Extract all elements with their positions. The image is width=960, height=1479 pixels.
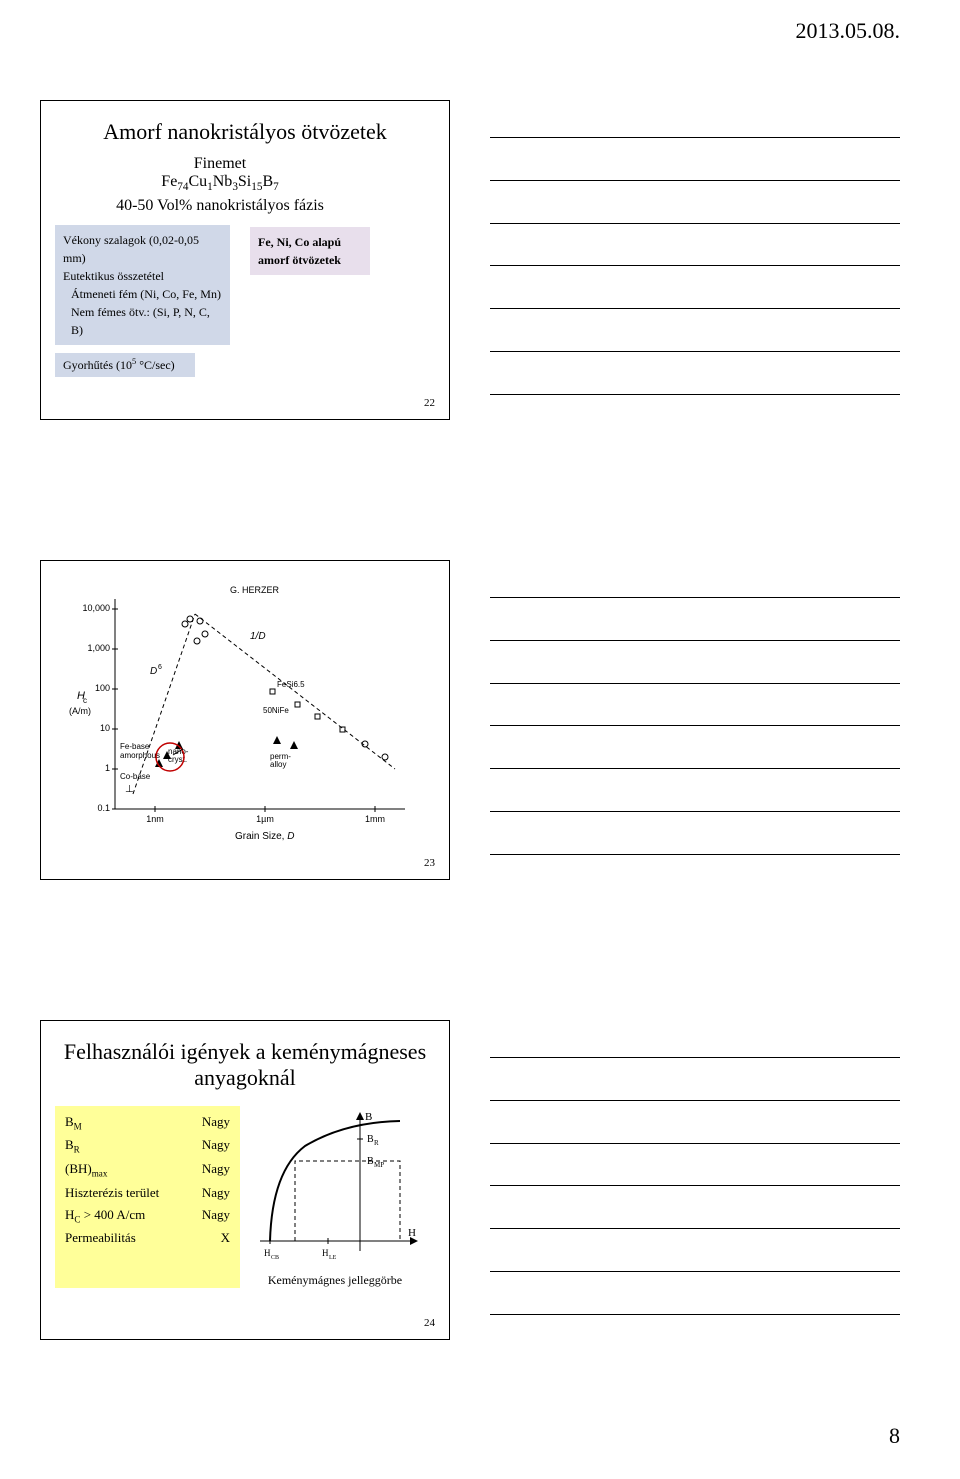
slide22-coolbox: Gyorhűtés (105 °C/sec) [55,353,195,377]
svg-text:H: H [322,1248,329,1258]
svg-text:100: 100 [95,683,110,693]
svg-text:B: B [365,1111,372,1123]
chart-svg: 0.1 1 10 100 1,000 10,000 1nm 1µm 1mm [55,579,435,849]
hysteresis-svg: BR BMP B H HCB HLE [250,1106,420,1266]
svg-text:alloy: alloy [270,760,286,769]
svg-text:c: c [83,696,87,705]
svg-text:50NiFe: 50NiFe [263,706,289,715]
slide23-num: 23 [424,857,435,869]
slide22-rightbox: Fe, Ni, Co alapúamorf ötvözetek [250,227,370,275]
slide22-num: 22 [424,397,435,409]
herzer-chart: 0.1 1 10 100 1,000 10,000 1nm 1µm 1mm [55,579,435,849]
slide-22: Amorf nanokristályos ötvözetek Finemet F… [40,100,450,420]
svg-text:D: D [150,666,157,677]
slide22-formula: Fe74Cu1Nb3Si15B7 [5,173,435,193]
notes-2 [490,560,900,900]
slide-row-1: Amorf nanokristályos ötvözetek Finemet F… [40,100,920,440]
svg-text:LE: LE [329,1255,337,1261]
slide-24: Felhasználói igények a keménymágneses an… [40,1020,450,1340]
page-date: 2013.05.08. [796,18,901,44]
svg-text:10: 10 [100,723,110,733]
svg-text:1mm: 1mm [365,814,385,824]
svg-text:B: B [367,1134,374,1145]
svg-text:amorphous: amorphous [120,751,160,760]
slide-23: 0.1 1 10 100 1,000 10,000 1nm 1µm 1mm [40,560,450,880]
svg-text:10,000: 10,000 [82,603,110,613]
svg-text:Grain Size, D: Grain Size, D [235,831,294,842]
svg-text:H: H [264,1248,271,1258]
slide22-leftbox: Vékony szalagok (0,02-0,05 mm)Eutektikus… [55,225,230,345]
svg-text:CB: CB [271,1255,279,1261]
svg-text:0.1: 0.1 [97,803,110,813]
notes-3 [490,1020,900,1360]
svg-text:6: 6 [158,664,162,671]
slide24-title: Felhasználói igények a keménymágneses an… [55,1039,435,1092]
svg-text:1µm: 1µm [256,814,274,824]
slide24-table: BMNagyBRNagy(BH)maxNagyHiszterézis terül… [55,1106,240,1288]
svg-text:⊥: ⊥ [125,784,134,795]
slide24-graph: BR BMP B H HCB HLE Keménymágnes jelleggö… [250,1106,420,1288]
svg-text:Fe-base: Fe-base [120,742,150,751]
slide-row-2: 0.1 1 10 100 1,000 10,000 1nm 1µm 1mm [40,560,920,900]
slide24-caption: Keménymágnes jelleggörbe [250,1273,420,1288]
slide22-line2: 40-50 Vol% nanokristályos fázis [5,197,435,215]
svg-text:Co-base: Co-base [120,772,151,781]
notes-1 [490,100,900,440]
svg-text:MP: MP [374,1161,384,1169]
slide22-finemet: Finemet [5,155,435,173]
svg-text:1,000: 1,000 [87,643,110,653]
svg-text:R: R [374,1139,379,1147]
svg-text:H: H [408,1227,416,1239]
slide22-title: Amorf nanokristályos ötvözetek [55,119,435,145]
svg-text:1/D: 1/D [250,631,266,642]
svg-text:FeSi6.5: FeSi6.5 [277,680,305,689]
page-number: 8 [889,1423,900,1449]
svg-text:G. HERZER: G. HERZER [230,585,280,595]
svg-text:(A/m): (A/m) [69,706,91,716]
svg-text:1nm: 1nm [146,814,164,824]
svg-text:B: B [367,1156,374,1167]
slide24-num: 24 [424,1317,435,1329]
slide-row-3: Felhasználói igények a keménymágneses an… [40,1020,920,1360]
svg-text:1: 1 [105,763,110,773]
